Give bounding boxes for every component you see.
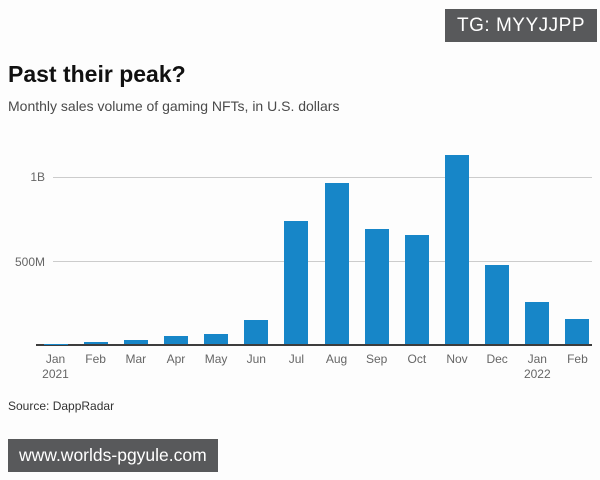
- x-tick-label-7: Aug: [325, 352, 348, 366]
- gridline-row-500m: 500M: [7, 255, 592, 269]
- gridline: [53, 176, 592, 178]
- x-tick-label-11: Dec: [486, 352, 508, 366]
- bar-3-apr: [163, 335, 188, 344]
- x-tick-label-13: Feb: [567, 352, 588, 366]
- bar-7-aug: [324, 183, 349, 344]
- bar-2-mar: [123, 339, 148, 344]
- watermark: www.worlds-pgyule.com: [8, 439, 218, 472]
- x-tick-label-6: Jul: [288, 352, 305, 366]
- gridline: [53, 261, 592, 262]
- gridline-row-1b: 1B: [7, 170, 592, 184]
- x-tick-label-5: Jun: [246, 352, 266, 366]
- x-year-label-2022: 2022: [523, 367, 551, 381]
- bar-4-may: [204, 333, 229, 344]
- tg-badge: TG: MYYJJPP: [445, 9, 597, 42]
- bar-13-feb: [565, 318, 590, 344]
- y-tick-label: 1B: [30, 170, 45, 184]
- x-tick-label-2: Mar: [125, 352, 147, 366]
- plot-area: 1B 500M Jan 2021 Feb Mar Apr May Jun Jul Aug Sep Oct…: [15, 150, 592, 381]
- bar-5-jun: [244, 319, 269, 344]
- bar-8-sep: [364, 229, 389, 344]
- x-tick-label-9: Oct: [407, 352, 427, 366]
- x-axis-line: [36, 344, 592, 346]
- chart-title: Past their peak?: [8, 61, 186, 87]
- bar-6-jul: [284, 220, 309, 344]
- bar-10-nov: [445, 154, 469, 344]
- x-tick-label-3: Apr: [166, 352, 186, 366]
- x-year-label-2021: 2021: [42, 367, 69, 381]
- bar-11-dec: [485, 264, 510, 344]
- x-tick-label-8: Sep: [366, 352, 388, 366]
- x-tick-label-1: Feb: [85, 352, 106, 366]
- bar-1-feb: [83, 341, 108, 344]
- x-tick-label-10: Nov: [446, 352, 468, 366]
- source-note: Source: DappRadar: [8, 399, 115, 413]
- x-tick-label-0: Jan: [45, 352, 66, 366]
- x-tick-label-12: Jan: [527, 352, 547, 366]
- y-tick-label: 500M: [14, 254, 45, 269]
- bar-12-jan: [525, 301, 550, 344]
- x-tick-label-4: May: [204, 352, 228, 366]
- bar-9-oct: [404, 235, 429, 344]
- chart-subtitle: Monthly sales volume of gaming NFTs, in …: [8, 98, 340, 114]
